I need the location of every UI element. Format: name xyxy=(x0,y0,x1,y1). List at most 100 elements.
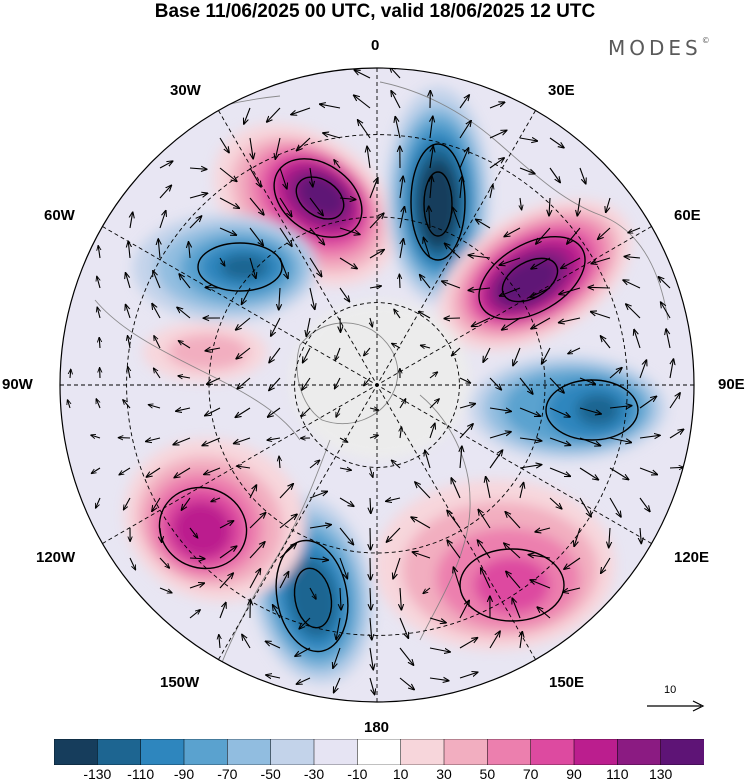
wind-vector-arrow xyxy=(489,377,501,390)
wind-vector-arrow xyxy=(579,437,601,446)
wind-vector-arrow xyxy=(279,572,289,589)
map-disc xyxy=(60,68,694,702)
wind-vector-arrow xyxy=(411,517,431,529)
wind-vector-arrow xyxy=(154,336,161,349)
wind-vector-arrow xyxy=(489,450,503,469)
wind-vector-arrow xyxy=(395,117,401,139)
wind-vector-arrow xyxy=(669,393,680,409)
wind-vector-arrow xyxy=(520,197,522,210)
wind-vector-arrow xyxy=(219,227,237,235)
wind-vector-arrow xyxy=(126,273,131,289)
wind-vector-arrow xyxy=(430,176,432,199)
wind-vector-arrow xyxy=(279,484,293,499)
wind-vector-arrow xyxy=(339,257,357,269)
colorbar-tick-label: -110 xyxy=(127,766,155,782)
wind-vector-arrow xyxy=(459,95,469,109)
wind-vector-arrow xyxy=(177,307,191,319)
wind-vector-arrow xyxy=(513,347,521,366)
wind-vector-arrow xyxy=(334,160,341,169)
wind-vector-arrow xyxy=(370,587,371,610)
wind-vector-arrow xyxy=(400,176,403,199)
wind-vector-arrow xyxy=(279,456,280,469)
wind-vector-arrow xyxy=(481,568,491,589)
wind-vector-arrow xyxy=(249,542,265,559)
wind-vector-arrow xyxy=(609,406,632,408)
wind-vector-arrow xyxy=(97,307,100,319)
wind-vector-arrow xyxy=(669,467,684,468)
wind-vector-arrow xyxy=(249,197,264,215)
wind-vector-arrow xyxy=(394,309,401,319)
wind-vector-arrow xyxy=(339,198,356,200)
colorbar-tick-label: -90 xyxy=(173,766,195,782)
wind-vector-arrow xyxy=(567,227,581,244)
colorbar-tick-label: 10 xyxy=(392,766,409,782)
wind-vector-arrow xyxy=(219,137,229,153)
wind-vector-arrow xyxy=(202,437,221,446)
wind-vector-arrow xyxy=(297,137,311,151)
wind-vector-arrow xyxy=(400,427,402,439)
colorbar xyxy=(54,739,704,765)
wind-vector-arrow xyxy=(639,497,650,512)
wind-vector-arrow xyxy=(176,408,191,411)
wind-vector-arrow xyxy=(309,197,323,216)
wind-vector-arrow xyxy=(624,257,641,259)
wind-vector-arrow xyxy=(579,407,601,414)
wind-vector-arrow xyxy=(670,359,674,379)
wind-vector-arrow xyxy=(189,168,207,169)
wind-vector-arrow xyxy=(563,587,581,592)
wind-vector-arrow xyxy=(91,435,101,438)
wind-vector-arrow xyxy=(609,497,621,517)
wind-vector-arrow xyxy=(519,138,538,141)
wind-vector-arrow xyxy=(561,257,581,269)
wind-vector-arrow xyxy=(299,617,311,629)
wind-vector-arrow xyxy=(502,317,521,330)
wind-vector-arrow xyxy=(476,219,491,229)
wind-vector-arrow xyxy=(249,167,261,187)
wind-vector-arrow xyxy=(336,617,341,640)
wind-vector-arrow xyxy=(128,336,131,349)
colorbar-swatch xyxy=(660,739,704,765)
wind-vector-arrow xyxy=(279,543,296,559)
wind-vector-arrow xyxy=(601,557,611,573)
wind-vector-arrow xyxy=(271,317,281,336)
colorbar-swatch xyxy=(97,739,142,765)
latitude-circle xyxy=(126,134,628,636)
wind-vector-arrow xyxy=(123,400,131,409)
wind-vector-arrow xyxy=(472,317,491,326)
wind-vector-arrow xyxy=(367,146,370,169)
wind-vector-arrow xyxy=(279,514,297,529)
colorbar-swatch xyxy=(183,739,229,765)
wind-vector-arrow xyxy=(339,287,350,302)
wind-vector-arrow xyxy=(579,497,591,517)
wind-vector-arrow xyxy=(459,377,471,383)
wind-vector-arrow xyxy=(266,675,281,678)
wind-vector-arrow xyxy=(568,347,581,354)
wind-vector-arrow xyxy=(159,557,170,568)
wind-vector-arrow xyxy=(579,467,599,480)
wind-vector-arrow xyxy=(370,527,371,550)
wind-vector-arrow xyxy=(340,317,341,332)
vector-reference-label: 10 xyxy=(664,684,677,696)
wind-vector-arrow xyxy=(154,368,161,379)
wind-vector-arrow xyxy=(306,317,311,336)
wind-vector-arrow xyxy=(658,277,671,289)
wind-vector-arrow xyxy=(399,207,405,229)
wind-vector-arrow xyxy=(158,239,160,259)
wind-vector-arrow xyxy=(490,184,493,199)
wind-vector-arrow xyxy=(219,573,233,589)
colorbar-tick-label: 50 xyxy=(479,766,496,782)
wind-vector-arrow xyxy=(519,377,533,394)
wind-vector-arrow xyxy=(447,540,461,559)
wind-vector-arrow xyxy=(500,287,521,296)
wind-vector-arrow xyxy=(302,377,311,390)
wind-vector-arrow xyxy=(512,598,521,619)
wind-vector-arrow xyxy=(574,527,581,547)
wind-vector-arrow xyxy=(269,347,281,363)
wind-vector-arrow xyxy=(189,242,191,259)
wind-vector-arrow xyxy=(661,302,671,319)
label-lon-150e: 150E xyxy=(549,674,585,691)
wind-vector-arrow xyxy=(489,130,507,139)
wind-vector-arrow xyxy=(296,677,311,684)
wind-vector-arrow xyxy=(179,274,191,289)
wind-vector-arrow xyxy=(459,672,478,679)
